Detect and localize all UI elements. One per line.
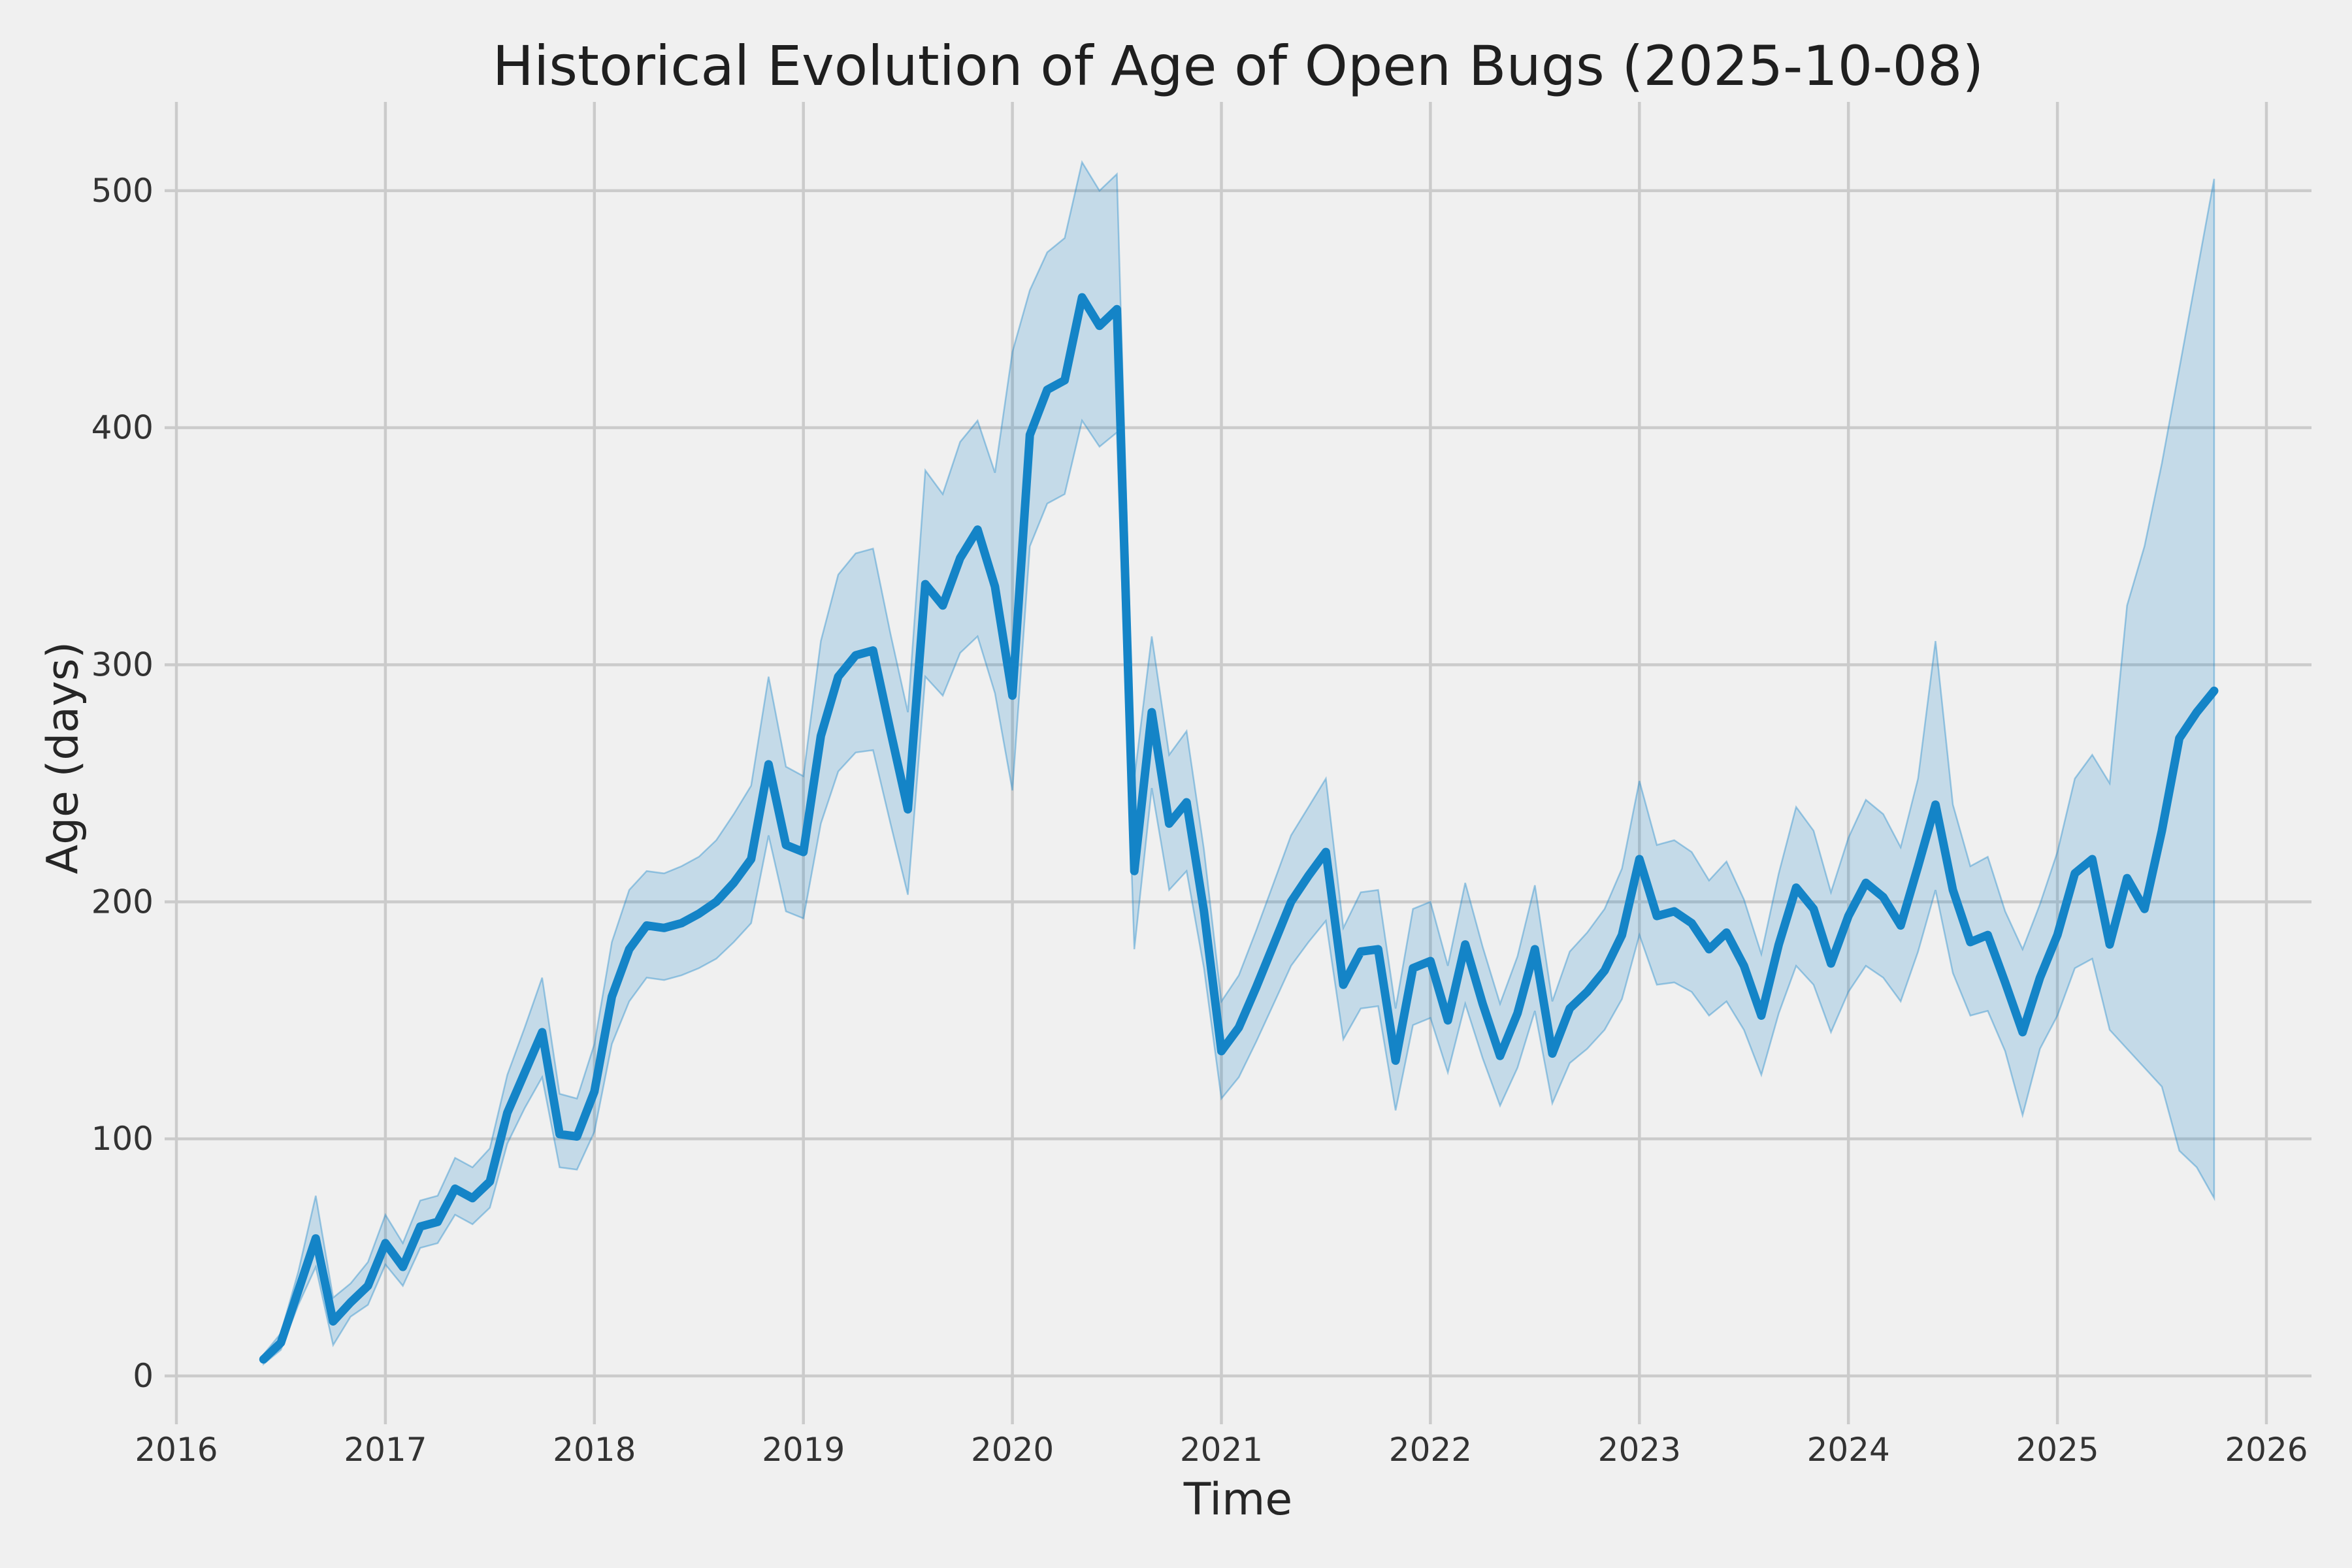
x-tick-label-2016: 2016 (135, 1431, 218, 1469)
x-tick-label-2025: 2025 (2016, 1431, 2099, 1469)
x-tick-label-2024: 2024 (1807, 1431, 1890, 1469)
y-tick-label-500: 500 (91, 172, 154, 210)
y-tick-label-0: 0 (133, 1357, 154, 1395)
age-line (259, 293, 2219, 1364)
y-tick-label-200: 200 (91, 883, 154, 921)
confidence-band (263, 160, 2215, 1366)
y-tick-label-300: 300 (91, 646, 154, 684)
x-axis-label: Time (1183, 1474, 1293, 1526)
x-tick-label-2017: 2017 (344, 1431, 427, 1469)
x-tick-label-2018: 2018 (553, 1431, 636, 1469)
x-tick-label-2023: 2023 (1598, 1431, 1681, 1469)
chart-title: Historical Evolution of Age of Open Bugs… (492, 34, 1984, 98)
y-tick-label-100: 100 (91, 1120, 154, 1158)
x-tick-label-2019: 2019 (762, 1431, 845, 1469)
x-tick-label-2022: 2022 (1389, 1431, 1472, 1469)
x-tick-label-2021: 2021 (1180, 1431, 1263, 1469)
x-tick-label-2020: 2020 (971, 1431, 1054, 1469)
x-tick-label-2026: 2026 (2225, 1431, 2308, 1469)
y-tick-label-400: 400 (91, 409, 154, 447)
y-axis-label: Age (days) (37, 642, 88, 874)
